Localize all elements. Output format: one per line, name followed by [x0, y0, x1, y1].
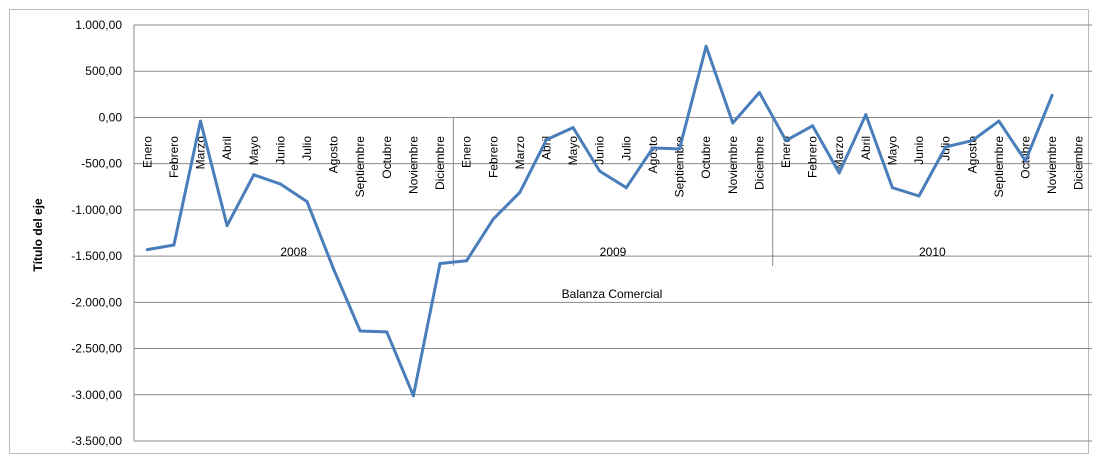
category-label: Junio — [273, 136, 287, 165]
data-point — [624, 186, 628, 190]
category-label: Mayo — [566, 136, 580, 166]
y-tick-labels: 1.000,00 500,00 0,00 -500,00 -1.000,00 -1.500… — [71, 18, 122, 448]
category-label: Mayo — [247, 136, 261, 166]
category-label: Diciembre — [752, 136, 766, 190]
y-tick-label: 0,00 — [99, 110, 123, 124]
category-label: Diciembre — [1072, 136, 1086, 190]
category-label: Junio — [593, 136, 607, 165]
data-point — [252, 173, 256, 177]
group-label: 2009 — [600, 245, 627, 259]
data-point — [305, 200, 309, 204]
y-tick-label: -2.000,00 — [71, 295, 122, 309]
data-point — [811, 124, 815, 128]
category-label: Febrero — [486, 136, 500, 178]
data-point — [917, 194, 921, 198]
category-label: Noviembre — [406, 136, 420, 194]
y-tick-label: -1.500,00 — [71, 249, 122, 263]
series-line — [147, 44, 1054, 398]
data-point — [225, 224, 229, 228]
category-label: Agosto — [965, 136, 979, 174]
data-point — [385, 330, 389, 334]
category-label: Julio — [619, 136, 633, 161]
data-point — [678, 147, 681, 151]
group-label: 2010 — [919, 245, 946, 259]
category-label: Noviembre — [726, 136, 740, 194]
category-label: Febrero — [806, 136, 820, 178]
data-point — [199, 119, 202, 123]
data-point — [784, 139, 788, 143]
data-point — [997, 119, 1001, 123]
data-point — [757, 91, 761, 94]
data-point — [1024, 159, 1027, 163]
data-point — [944, 145, 948, 149]
category-label: Octubre — [699, 136, 713, 179]
data-point — [491, 217, 495, 221]
y-tick-label: 1.000,00 — [75, 18, 122, 32]
category-label: Septiembre — [992, 136, 1006, 198]
category-label: Agosto — [327, 136, 341, 174]
gridlines — [133, 24, 1092, 442]
data-point — [411, 394, 415, 398]
data-point — [465, 259, 469, 263]
category-label: Noviembre — [1045, 136, 1059, 194]
data-points — [145, 44, 1054, 398]
y-tick-label: -1.000,00 — [71, 203, 122, 217]
data-point — [571, 126, 575, 130]
data-point — [358, 329, 362, 333]
data-point — [731, 121, 735, 125]
group-dividers — [452, 118, 774, 266]
group-label: 2008 — [280, 245, 307, 259]
y-axis-title: Título del eje — [31, 198, 45, 272]
data-point — [598, 169, 602, 173]
y-tick-label: -2.500,00 — [71, 342, 122, 356]
category-label: Marzo — [513, 136, 527, 170]
data-point — [704, 44, 708, 48]
y-tick-label: -3.500,00 — [71, 434, 122, 448]
data-point — [518, 190, 522, 194]
data-point — [1050, 93, 1054, 97]
data-point — [545, 138, 548, 142]
category-label: Diciembre — [433, 136, 447, 190]
data-point — [970, 139, 974, 143]
group-labels: 2008 2009 2010 — [280, 245, 946, 259]
data-point — [837, 171, 841, 175]
data-point — [438, 262, 442, 265]
category-label: Enero — [140, 136, 154, 168]
category-label: Abril — [220, 136, 234, 160]
category-label: Enero — [460, 136, 474, 168]
data-point — [651, 146, 655, 150]
x-axis-title: Balanza Comercial — [562, 287, 663, 301]
data-point — [172, 243, 176, 247]
category-labels: Enero Febrero Marzo Abril Mayo Junio Julio Agos… — [140, 136, 1085, 198]
data-point — [864, 113, 868, 117]
data-point — [890, 186, 894, 190]
y-tick-label: 500,00 — [85, 64, 122, 78]
y-tick-label: -500,00 — [81, 157, 122, 171]
chart-frame — [9, 9, 1089, 454]
category-label: Agosto — [646, 136, 660, 174]
category-label: Febrero — [167, 136, 181, 178]
category-label: Marzo — [832, 136, 846, 170]
category-label: Enero — [779, 136, 793, 168]
y-tick-label: -3.000,00 — [71, 388, 122, 402]
category-label: Septiembre — [353, 136, 367, 198]
category-label: Abril — [859, 136, 873, 160]
category-label: Abril — [539, 136, 553, 160]
category-label: Septiembre — [673, 136, 687, 198]
data-point — [145, 248, 149, 252]
data-point — [332, 267, 336, 271]
category-label: Junio — [912, 136, 926, 165]
data-point — [278, 182, 282, 186]
category-label: Julio — [300, 136, 314, 161]
category-label: Octubre — [380, 136, 394, 179]
category-label: Mayo — [885, 136, 899, 166]
